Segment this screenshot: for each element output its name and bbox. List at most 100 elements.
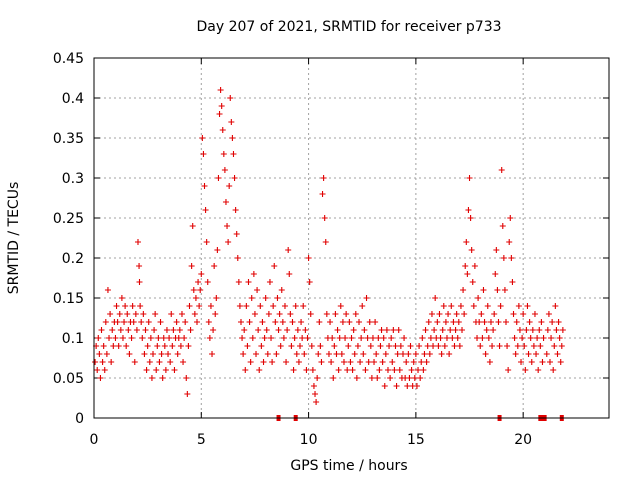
data-point [237,319,244,325]
data-point [434,319,441,325]
data-point [106,335,113,341]
data-point [552,303,559,309]
data-point [345,343,352,349]
data-point [128,335,135,341]
data-point [554,351,561,357]
data-point [364,335,371,341]
data-point [416,343,423,349]
data-point [229,135,236,141]
data-point [147,335,154,341]
data-point [469,279,476,285]
data-point [232,207,239,213]
data-point [475,295,482,301]
data-point [316,319,323,325]
data-point [119,335,126,341]
data-point [103,351,110,357]
data-point [500,255,507,261]
data-point [448,303,455,309]
data-point [353,375,360,381]
data-point [401,335,408,341]
data-point [374,375,381,381]
data-point [466,175,473,181]
data-point [507,215,514,221]
data-point [556,335,563,341]
data-point [306,279,313,285]
data-point [530,343,537,349]
data-point [220,151,227,157]
data-point [168,311,175,317]
data-point [104,287,111,293]
data-point [233,231,240,237]
data-point [146,359,153,365]
data-point [519,335,526,341]
data-point [191,311,198,317]
data-point [346,319,353,325]
data-point [367,343,374,349]
data-point [222,199,229,205]
data-point [138,319,145,325]
data-point [550,367,557,373]
data-point [124,311,131,317]
data-point [518,359,525,365]
data-point [347,359,354,365]
data-point [167,359,174,365]
data-point [380,335,387,341]
data-point [265,311,272,317]
y-tick-label: 0.1 [62,331,84,347]
data-point [459,327,466,333]
data-point [446,351,453,357]
data-point [388,335,395,341]
y-tick-label: 0.4 [62,91,84,107]
data-point [375,335,382,341]
data-point [214,247,221,253]
data-point [436,311,443,317]
data-point [424,343,431,349]
data-point [477,343,484,349]
data-point [264,351,271,357]
data-point [205,319,212,325]
data-point [254,287,261,293]
data-point [251,311,258,317]
data-point [330,375,337,381]
data-point [294,327,301,333]
data-point [300,303,307,309]
data-point [170,327,177,333]
y-tick-label: 0.45 [53,51,84,67]
data-point [377,343,384,349]
data-point [299,335,306,341]
data-point [231,175,238,181]
data-point [176,327,183,333]
data-point [359,303,366,309]
data-point [337,303,344,309]
data-point [407,343,414,349]
data-point [418,359,425,365]
data-point [535,367,542,373]
data-point [474,335,481,341]
data-point [113,303,120,309]
data-point [425,319,432,325]
data-point [268,335,275,341]
data-point [485,335,492,341]
data-point [317,343,324,349]
data-point [343,311,350,317]
data-point [302,327,309,333]
data-point [494,287,501,293]
data-point [182,319,189,325]
data-point [336,335,343,341]
data-point [279,319,286,325]
data-point [549,319,556,325]
y-tick-label: 0 [75,411,84,427]
data-point [533,351,540,357]
data-point [338,351,345,357]
data-point [293,351,300,357]
data-point [121,319,128,325]
data-point [109,327,116,333]
data-point [471,263,478,269]
data-point [242,367,249,373]
data-point [211,263,218,269]
data-point [288,343,295,349]
x-tick-label: 20 [514,432,532,448]
data-point [438,351,445,357]
data-point [244,343,251,349]
data-point [354,343,361,349]
